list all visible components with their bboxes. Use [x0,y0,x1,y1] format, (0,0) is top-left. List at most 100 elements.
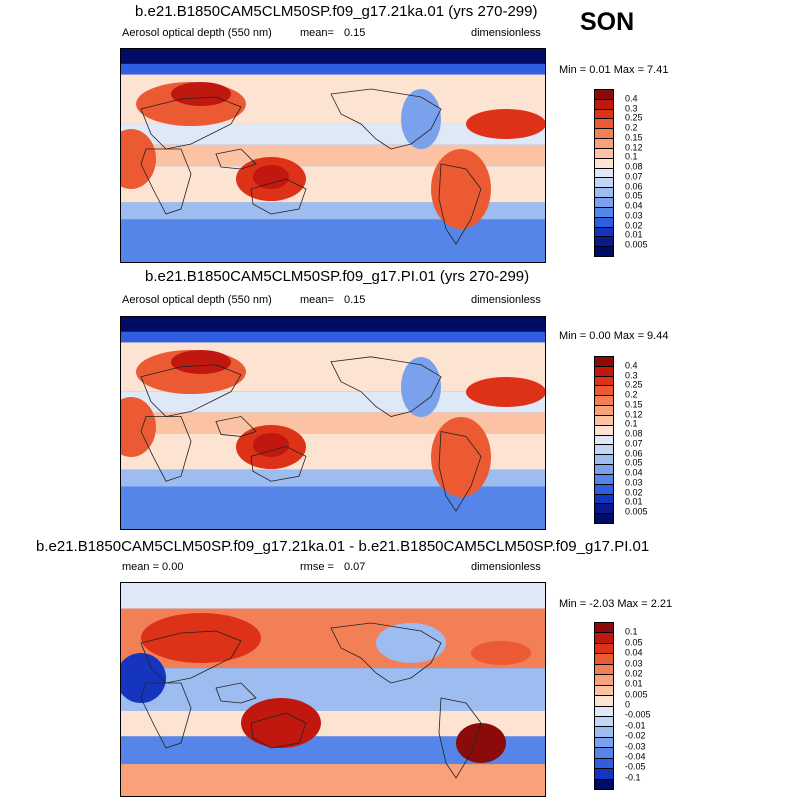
colorbar-swatch [595,716,613,728]
coastline [438,430,482,512]
colorbar-tick-label: 0 [625,699,631,710]
map-plot [121,49,545,262]
min-max-label: Min = 0.01 Max = 7.41 [559,64,669,76]
colorbar-tick-label: 0.03 [625,210,643,221]
coastline [250,178,307,215]
colorbar-swatch [595,188,613,199]
colorbar-tick-label: 0.08 [625,161,643,172]
colorbar-tick-label: -0.03 [625,741,646,751]
units-label: dimensionless [471,294,541,306]
colorbar-swatch [595,474,613,485]
panel-title: b.e21.B1850CAM5CLM50SP.f09_g17.21ka.01 -… [36,538,650,555]
mean-label: mean= [300,27,334,39]
colorbar-swatch [595,396,613,407]
colorbar-swatch [595,445,613,456]
colorbar-swatch [595,376,613,387]
colorbar-tick-label: 0.02 [625,487,643,498]
coastline [330,356,442,417]
colorbar-swatch [595,247,613,257]
coastline [140,96,242,150]
colorbar-tick-label: 0.3 [625,103,638,114]
panel-title: b.e21.B1850CAM5CLM50SP.f09_g17.PI.01 (yr… [145,268,530,285]
colorbar-swatch [595,769,613,780]
colorbar-swatch [595,217,613,228]
colorbar-swatch [595,158,613,169]
colorbar-tick-label: -0.01 [625,720,646,731]
colorbar-tick-label: 0.2 [625,122,638,133]
colorbar-tick-label: 0.005 [625,506,648,517]
colorbar-tick-label: 0.4 [625,360,638,371]
colorbar-swatch [595,425,613,436]
colorbar-swatch [595,514,613,524]
colorbar-swatch [595,633,613,644]
colorbar-swatch [595,178,613,189]
colorbar-swatch [595,779,613,789]
colorbar-swatch [595,435,613,446]
colorbar-tick-label: 0.15 [625,132,643,143]
colorbar-swatch [595,207,613,218]
colorbar-tick-label: -0.02 [625,730,646,741]
coastline [215,148,257,170]
colorbar-swatch [595,664,613,676]
colorbar-tick-label: 0.06 [625,181,643,192]
units-label: dimensionless [471,27,541,39]
colorbar [594,622,614,790]
colorbar-tick-label: 0.04 [625,467,643,478]
map-plot [121,317,545,529]
colorbar-tick-label: 0.01 [625,229,643,240]
min-max-label: Min = 0.00 Max = 9.44 [559,330,669,342]
colorbar-swatch [595,675,613,686]
colorbar-swatch [595,623,613,634]
variable-label: Aerosol optical depth (550 nm) [122,27,272,39]
colorbar-tick-label: 0.25 [625,112,643,123]
colorbar-swatch [595,148,613,159]
coastline [250,445,307,482]
colorbar-swatch [595,696,613,707]
aod-map [120,48,546,263]
colorbar-tick-label: 0.04 [625,647,643,658]
colorbar-swatch [595,643,613,655]
colorbar-tick-label: 0.08 [625,428,643,439]
colorbar-swatch [595,168,613,179]
colorbar-swatch [595,685,613,697]
difference-map [120,582,546,797]
colorbar-tick-label: 0.01 [625,496,643,507]
panel-title: b.e21.B1850CAM5CLM50SP.f09_g17.21ka.01 (… [135,3,538,20]
colorbar-tick-label: 0.25 [625,379,643,390]
colorbar-swatch [595,706,613,717]
colorbar-tick-label: 0.3 [625,370,638,381]
colorbar-swatch [595,494,613,505]
colorbar-tick-label: 0.1 [625,626,638,637]
colorbar-tick-label: 0.06 [625,448,643,459]
colorbar-swatch [595,415,613,426]
colorbar-swatch [595,129,613,140]
colorbar-swatch [595,357,613,367]
mean-value: 0.15 [344,27,366,39]
coastline [215,682,257,704]
colorbar-tick-label: 0.15 [625,399,643,410]
colorbar-swatch [595,504,613,515]
colorbar [594,89,614,257]
colorbar-tick-label: 0.07 [625,438,643,449]
colorbar-swatch [595,386,613,397]
colorbar-swatch [595,455,613,466]
colorbar-tick-label: 0.01 [625,678,643,689]
colorbar-swatch [595,654,613,665]
colorbar-swatch [595,90,613,100]
coastline [250,712,307,749]
colorbar-labels: 0.1 0.05 0.04 0.03 0.02 0.01 0.005 0 -0.005 -0.01… [625,622,665,790]
colorbar-tick-label: 0.02 [625,668,643,679]
coastline [215,416,257,437]
colorbar-tick-label: 0.12 [625,409,643,420]
min-max-label: Min = -2.03 Max = 2.21 [559,598,673,610]
colorbar-tick-label: 0.2 [625,389,638,400]
coastline [140,682,192,749]
rmse-label: rmse = [300,561,334,573]
map-plot [121,583,545,796]
coastline [140,148,192,215]
coastline [438,163,482,245]
colorbar-tick-label: 0.04 [625,200,643,211]
colorbar-labels: 0.4 0.3 0.25 0.2 0.15 0.12 0.1 0.08 0.07 0.06 0.05… [625,89,665,257]
colorbar-swatch [595,99,613,110]
mean-value: 0.15 [344,294,366,306]
